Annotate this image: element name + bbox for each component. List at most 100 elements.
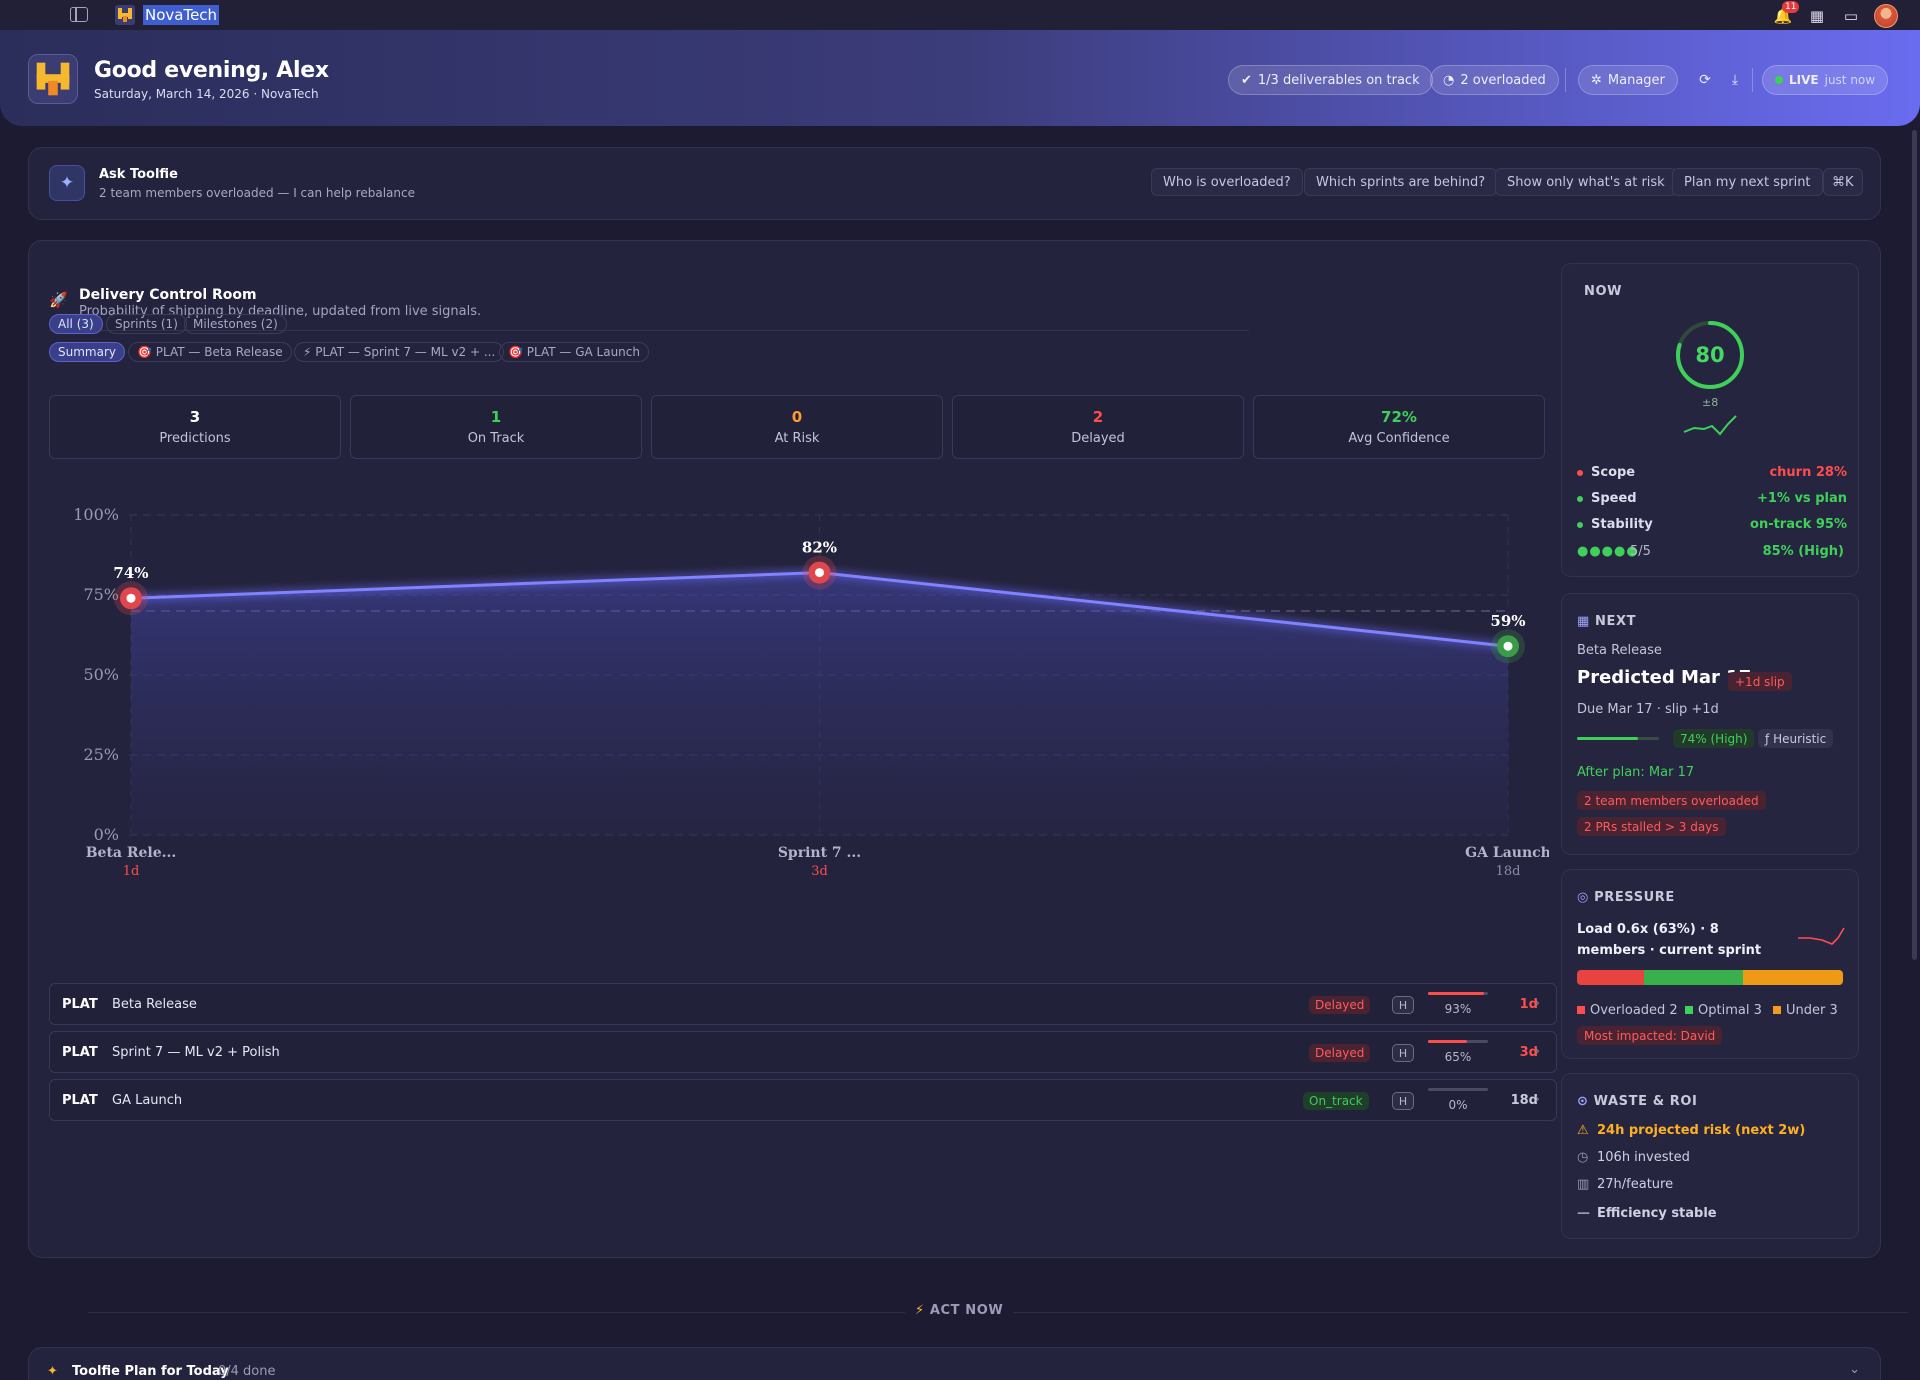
section-title: Delivery Control Room <box>79 287 257 303</box>
calendar-icon: ▦ <box>1577 614 1590 629</box>
legend-optimal: Optimal 3 <box>1685 1003 1762 1018</box>
calendar-icon[interactable]: ▦ <box>1809 7 1825 25</box>
suggestion-chip[interactable]: Who is overloaded? <box>1151 168 1303 196</box>
delivery-row[interactable]: PLAT Sprint 7 — ML v2 + Polish Delayed H 65%… <box>49 1031 1557 1073</box>
method-badge: ƒ Heuristic <box>1758 729 1834 748</box>
status-badge: On_track <box>1303 1092 1369 1110</box>
chevron-right-icon[interactable]: › <box>1534 996 1540 1011</box>
stat-predictions[interactable]: 3 Predictions <box>49 395 341 459</box>
stat-label: On Track <box>467 431 525 446</box>
lightning-icon: ⚡ <box>303 345 312 359</box>
stat-value: 2 <box>1092 408 1104 426</box>
projected-risk: ⚠ 24h projected risk (next 2w) <box>1577 1123 1805 1138</box>
hours-invested: ◷ 106h invested <box>1577 1150 1690 1165</box>
plan-title: Toolfie Plan for Today <box>72 1364 229 1379</box>
sidebar-toggle-icon[interactable] <box>70 7 88 22</box>
gauge-icon: ◎ <box>1577 890 1589 905</box>
project-code: PLAT <box>62 1093 98 1108</box>
metric-value: churn 28% <box>1769 465 1847 480</box>
scrollbar[interactable] <box>1912 130 1917 960</box>
brand-logo-icon <box>28 54 78 104</box>
live-indicator: LIVE just now <box>1762 65 1889 95</box>
deliverable-name: Sprint 7 — ML v2 + Polish <box>112 1045 280 1060</box>
after-plan: After plan: Mar 17 <box>1577 765 1695 780</box>
ask-toolfie-bar: ✦ Ask Toolfie 2 team members overloaded … <box>28 147 1881 220</box>
deliverable-name: Beta Release <box>112 997 197 1012</box>
stat-delayed[interactable]: 2 Delayed <box>952 395 1244 459</box>
chevron-down-icon[interactable]: ⌄ <box>1849 1362 1860 1377</box>
metric-value: on-track 95% <box>1750 517 1847 532</box>
legend-label: Under 3 <box>1786 1003 1838 1018</box>
efficiency-label: Efficiency stable <box>1597 1206 1717 1221</box>
legend-overloaded: Overloaded 2 <box>1577 1003 1678 1018</box>
plan-progress: 0/4 done <box>218 1364 276 1379</box>
area-fill <box>131 572 1508 835</box>
score-delta: ±8 <box>1702 396 1719 409</box>
pressure-label: PRESSURE <box>1594 890 1675 905</box>
check-icon: ✔ <box>1241 72 1252 88</box>
next-confidence: 74% (High) <box>1673 729 1755 748</box>
refresh-icon[interactable]: ⟳ <box>1699 72 1711 88</box>
greeting-header: Good evening, Alex Saturday, March 14, 2… <box>0 30 1920 126</box>
delivery-probability-chart: 0% 25% 50% 75% 100% 74% Beta Rele... 1d 82% Sprin… <box>73 505 1549 879</box>
pressure-panel: ◎ PRESSURE Load 0.6x (63%) · 8 members ·… <box>1561 869 1859 1059</box>
delivery-row[interactable]: PLAT GA Launch On_track H 0% 18d › <box>49 1079 1557 1121</box>
stat-avg-confidence[interactable]: 72% Avg Confidence <box>1253 395 1545 459</box>
filter-milestones[interactable]: Milestones (2) <box>184 314 287 334</box>
pressure-summary: Load 0.6x (63%) · 8 members · current sp… <box>1577 922 1762 958</box>
chat-icon[interactable]: ▭ <box>1843 7 1859 25</box>
workspace-name[interactable]: NovaTech <box>143 5 220 25</box>
stat-value: 72% <box>1381 408 1417 426</box>
view-sprint-7[interactable]: ⚡ PLAT — Sprint 7 — ML v2 + ... <box>294 342 505 362</box>
target-icon: 🎯 <box>137 345 152 359</box>
suggestion-chip[interactable]: Show only what's at risk <box>1495 168 1677 196</box>
filter-all[interactable]: All (3) <box>49 314 103 334</box>
deliverables-pill[interactable]: ✔ 1/3 deliverables on track <box>1228 65 1433 95</box>
divider <box>1752 68 1753 92</box>
data-point-center <box>815 568 824 578</box>
view-summary[interactable]: Summary <box>49 342 125 362</box>
method-label: Heuristic <box>1773 731 1827 746</box>
stat-at-risk[interactable]: 0 At Risk <box>651 395 943 459</box>
metric-name: Stability <box>1577 517 1653 532</box>
chevron-right-icon[interactable]: › <box>1534 1092 1540 1107</box>
clock-icon: ◷ <box>1577 1150 1589 1165</box>
delivery-control-room: 🚀 Delivery Control Room Probability of s… <box>28 240 1881 1258</box>
download-icon[interactable]: ⤓ <box>1731 72 1739 88</box>
confidence-bar <box>1577 737 1659 740</box>
filter-sprints[interactable]: Sprints (1) <box>106 314 187 334</box>
chevron-right-icon[interactable]: › <box>1534 1044 1540 1059</box>
y-tick-label: 100% <box>73 505 119 524</box>
view-ga-launch[interactable]: 🎯 PLAT — GA Launch <box>499 342 649 362</box>
view-beta-release[interactable]: 🎯 PLAT — Beta Release <box>128 342 292 362</box>
stat-on-track[interactable]: 1 On Track <box>350 395 642 459</box>
bell-icon[interactable]: 🔔 11 <box>1772 1 1800 27</box>
next-label: NEXT <box>1595 614 1637 629</box>
suggestion-chip[interactable]: Which sprints are behind? <box>1304 168 1498 196</box>
progress-bar <box>1428 992 1488 995</box>
progress-label: 65% <box>1444 1050 1472 1064</box>
dash-icon: — <box>1577 1206 1590 1221</box>
clock-icon: ◔ <box>1443 72 1455 88</box>
deliverable-name: GA Launch <box>112 1093 183 1108</box>
next-header: ▦ NEXT <box>1577 614 1636 629</box>
live-label: LIVE <box>1789 73 1819 87</box>
progress-label: 0% <box>1448 1098 1468 1112</box>
days-remaining: 18d <box>1510 1093 1538 1108</box>
load-segment <box>1743 970 1843 985</box>
pressure-sparkline-icon <box>1798 927 1845 945</box>
avatar[interactable] <box>1874 4 1898 28</box>
live-time: just now <box>1824 73 1876 87</box>
formula-icon: ƒ <box>1765 731 1770 746</box>
toolfie-plan-card[interactable]: ✦ Toolfie Plan for Today 0/4 done ⌄ <box>28 1347 1881 1380</box>
overloaded-pill[interactable]: ◔ 2 overloaded <box>1430 65 1559 95</box>
command-shortcut-button[interactable]: ⌘K <box>1823 168 1863 196</box>
slip-badge: +1d slip <box>1728 672 1792 691</box>
suggestion-chip[interactable]: Plan my next sprint <box>1672 168 1823 196</box>
delivery-row[interactable]: PLAT Beta Release Delayed H 93% 1d › <box>49 983 1557 1025</box>
x-tick-sublabel: 18d <box>1496 864 1521 879</box>
role-switcher[interactable]: ✲ Manager <box>1578 65 1678 95</box>
act-now-heading: ⚡ ACT NOW <box>905 1303 1014 1318</box>
title-bar: NovaTech 🔔 11 ▦ ▭ <box>0 0 1920 30</box>
x-tick-label: Sprint 7 ... <box>778 845 861 861</box>
